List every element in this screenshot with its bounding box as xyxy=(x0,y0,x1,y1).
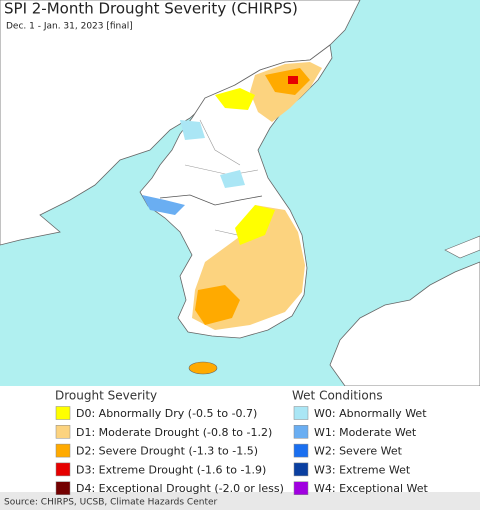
legend-swatch xyxy=(293,425,309,439)
legend-label: W1: Moderate Wet xyxy=(314,426,417,439)
legend-swatch xyxy=(55,443,71,458)
legend-label: D4: Exceptional Drought (-2.0 or less) xyxy=(76,482,284,495)
legend-swatch xyxy=(293,462,309,477)
land-jeju xyxy=(188,361,218,375)
legend-swatch xyxy=(55,481,71,495)
legend-label: W4: Exceptional Wet xyxy=(314,482,429,495)
drought-d2 xyxy=(265,68,310,95)
footer-bar xyxy=(0,492,480,510)
land-island xyxy=(444,235,480,259)
legend-swatch xyxy=(293,406,309,420)
wet-w1 xyxy=(142,195,185,215)
legend-label: D1: Moderate Drought (-0.8 to -1.2) xyxy=(76,426,272,439)
source: Source: CHIRPS, UCSB, Climate Hazards Ce… xyxy=(4,498,218,508)
legend-panel xyxy=(0,386,480,492)
legend-swatch xyxy=(293,481,309,495)
legend-label: W2: Severe Wet xyxy=(314,445,403,458)
legend-label: D3: Extreme Drought (-1.6 to -1.9) xyxy=(76,463,266,476)
legend-swatch xyxy=(293,443,309,458)
legend-swatch xyxy=(55,406,71,420)
legend-label: W3: Extreme Wet xyxy=(314,463,411,476)
wet-w0 xyxy=(220,170,245,188)
subtitle: Dec. 1 - Jan. 31, 2023 [final] xyxy=(6,22,133,32)
legend-title: Wet Conditions xyxy=(292,389,383,403)
drought-d2 xyxy=(195,285,240,325)
legend-swatch xyxy=(55,425,71,439)
legend-title: Drought Severity xyxy=(55,389,157,403)
wet-w0 xyxy=(180,120,205,140)
drought-d0 xyxy=(215,88,255,110)
drought-d3 xyxy=(288,76,298,84)
drought-d0 xyxy=(235,205,275,245)
legend-label: D2: Severe Drought (-1.3 to -1.5) xyxy=(76,445,258,458)
legend-label: W0: Abnormally Wet xyxy=(314,407,427,420)
legend-swatch xyxy=(55,462,71,477)
legend-label: D0: Abnormally Dry (-0.5 to -0.7) xyxy=(76,407,257,420)
title: SPI 2-Month Drought Severity (CHIRPS) xyxy=(4,0,298,18)
border xyxy=(159,194,263,206)
